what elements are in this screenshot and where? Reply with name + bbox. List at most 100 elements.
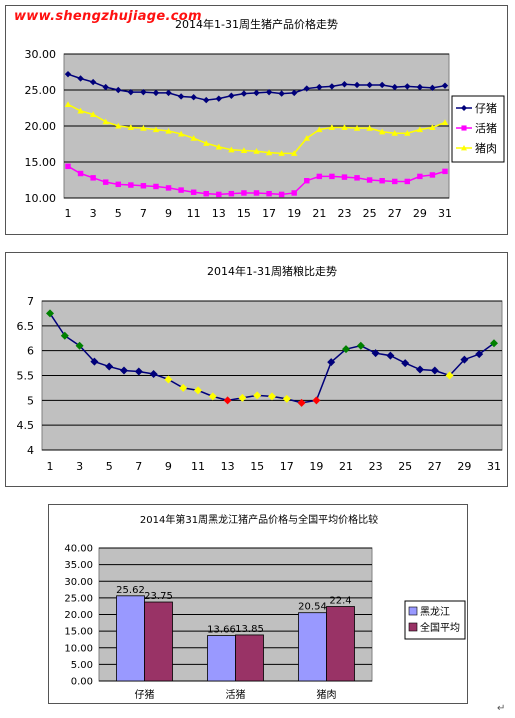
data-point xyxy=(304,178,310,184)
data-point xyxy=(241,190,247,196)
data-point xyxy=(342,345,350,354)
data-point xyxy=(442,168,448,175)
data-point xyxy=(102,118,109,125)
bar xyxy=(116,595,145,682)
data-point xyxy=(371,349,380,358)
data-point xyxy=(354,175,360,181)
data-point xyxy=(90,175,96,181)
x-tick-label: 17 xyxy=(262,207,276,220)
data-point xyxy=(253,89,260,97)
y-tick-label: 4.5 xyxy=(17,419,35,432)
data-point xyxy=(312,396,321,405)
y-tick-label: 25.00 xyxy=(64,593,93,604)
x-tick-label: 7 xyxy=(140,207,147,220)
bar-value-label: 22.4 xyxy=(329,596,351,607)
legend-swatch xyxy=(408,622,418,632)
data-point xyxy=(134,367,143,376)
y-tick-label: 5.00 xyxy=(71,660,93,671)
data-point xyxy=(391,83,398,91)
data-point xyxy=(429,84,436,92)
x-tick-label: 13 xyxy=(221,460,235,473)
data-point xyxy=(208,392,217,401)
chart-title: 2014年1-31周猪粮比走势 xyxy=(207,264,337,278)
y-tick-label: 10.00 xyxy=(64,643,93,654)
data-point xyxy=(223,396,232,405)
data-point xyxy=(215,143,222,150)
data-point xyxy=(378,128,386,135)
data-point xyxy=(392,178,398,185)
data-point xyxy=(179,383,188,392)
data-point xyxy=(329,173,335,180)
x-tick-label: 17 xyxy=(280,460,294,473)
legend-label: 全国平均 xyxy=(420,621,460,634)
data-point xyxy=(152,89,160,97)
data-point xyxy=(341,124,348,130)
x-tick-label: 29 xyxy=(457,460,471,473)
bar-value-label: 13.85 xyxy=(235,624,264,635)
y-tick-label: 5 xyxy=(27,394,34,407)
data-point xyxy=(429,124,436,130)
data-point xyxy=(341,174,348,180)
data-point xyxy=(379,178,385,184)
data-point xyxy=(165,185,172,191)
data-point xyxy=(178,187,184,193)
data-point xyxy=(416,365,424,374)
x-tick-label: 23 xyxy=(337,207,351,220)
x-tick-label: 31 xyxy=(487,460,501,473)
data-point xyxy=(460,355,469,364)
x-tick-label: 3 xyxy=(76,460,83,473)
data-point xyxy=(240,147,248,154)
data-point xyxy=(77,107,84,114)
chart-title: 2014年第31周黑龙江猪产品价格与全国平均价格比较 xyxy=(140,513,378,526)
data-point xyxy=(216,191,222,198)
legend-label: 猪肉 xyxy=(475,142,497,155)
data-point xyxy=(490,339,498,348)
data-point xyxy=(303,85,310,92)
data-point xyxy=(404,178,411,185)
x-tick-label: 13 xyxy=(212,207,226,220)
bar xyxy=(207,635,236,682)
data-point xyxy=(404,83,411,90)
data-point xyxy=(120,366,128,375)
legend-box xyxy=(451,95,505,163)
data-point xyxy=(89,78,97,86)
legend-label: 仔猪 xyxy=(475,102,497,115)
data-point xyxy=(203,96,210,104)
data-point xyxy=(153,183,159,190)
x-tick-label: 11 xyxy=(191,460,205,473)
data-point xyxy=(177,93,185,100)
data-point xyxy=(404,130,411,136)
data-point xyxy=(75,341,84,350)
y-tick-label: 20.00 xyxy=(25,120,57,133)
return-mark: ↵ xyxy=(497,703,506,714)
data-point xyxy=(105,362,114,371)
y-tick-label: 5.5 xyxy=(17,370,35,383)
x-tick-label: 31 xyxy=(438,207,452,220)
data-point xyxy=(46,309,54,318)
data-point xyxy=(366,81,373,89)
y-tick-label: 10.00 xyxy=(25,192,57,205)
data-point xyxy=(386,351,395,360)
x-tick-label: 3 xyxy=(90,207,97,220)
data-point xyxy=(190,135,197,141)
y-tick-label: 4 xyxy=(27,444,34,457)
data-point xyxy=(278,90,285,97)
data-point xyxy=(253,391,262,400)
bar xyxy=(235,634,264,682)
data-point xyxy=(416,126,424,133)
x-tick-label: 9 xyxy=(165,460,172,473)
y-tick-label: 6 xyxy=(27,345,34,358)
data-point xyxy=(228,146,235,153)
data-point xyxy=(445,371,454,380)
watermark: www.shengzhujiage.com xyxy=(14,9,202,24)
data-point xyxy=(115,181,121,188)
bar-value-label: 13.66 xyxy=(207,625,236,636)
data-point xyxy=(149,370,158,379)
x-tick-label: 19 xyxy=(287,207,301,220)
region-compare-svg: 0.00 5.00 10.00 15.00 20.00 25.00 30.00 35.00 40… xyxy=(64,513,466,701)
y-tick-label: 25.00 xyxy=(25,84,57,97)
y-tick-label: 15.00 xyxy=(25,156,57,169)
chart-pig-grain-ratio: 4 4.5 5 5.5 6 6.5 7 1 3 5 7 9 11 13 15 17 19 21 23 25 27 29 31… xyxy=(5,252,508,487)
x-tick-label: 19 xyxy=(309,460,323,473)
